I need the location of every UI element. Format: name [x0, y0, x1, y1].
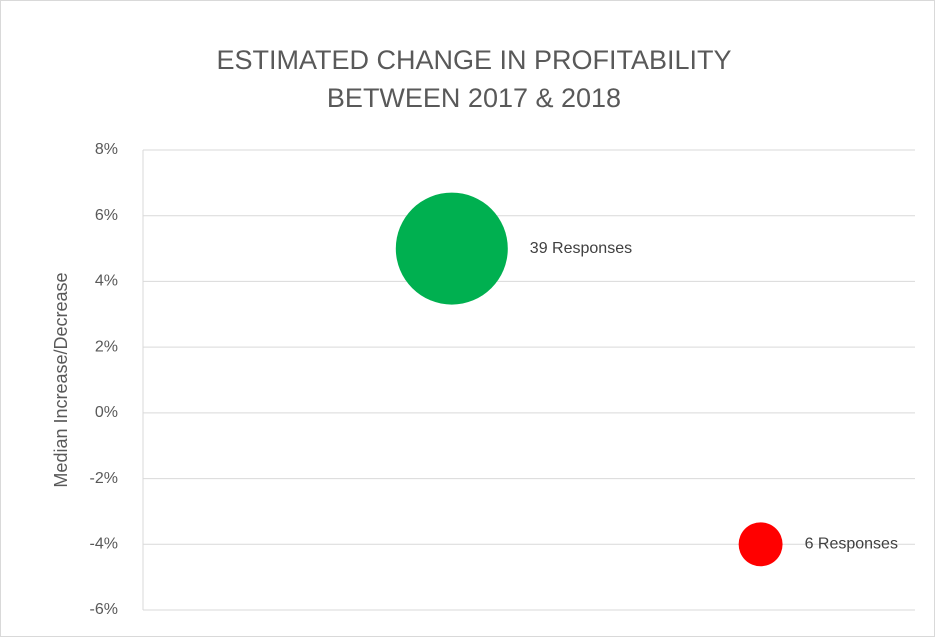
chart-title: ESTIMATED CHANGE IN PROFITABILITY — [216, 45, 731, 75]
bubble — [395, 192, 508, 305]
y-axis-label: Median Increase/Decrease — [51, 272, 71, 487]
y-tick-label: 0% — [95, 404, 118, 421]
y-tick-label: 2% — [95, 338, 118, 355]
data-label: 6 Responses — [805, 536, 898, 553]
y-tick-label: -4% — [90, 536, 118, 553]
y-tick-label: 6% — [95, 207, 118, 224]
chart-title: BETWEEN 2017 & 2018 — [327, 83, 621, 113]
y-tick-label: 8% — [95, 141, 118, 158]
y-tick-label: -6% — [90, 601, 118, 618]
y-tick-label: -2% — [90, 470, 118, 487]
bubble — [738, 522, 783, 567]
y-tick-label: 4% — [95, 273, 118, 290]
data-label: 39 Responses — [530, 240, 632, 257]
